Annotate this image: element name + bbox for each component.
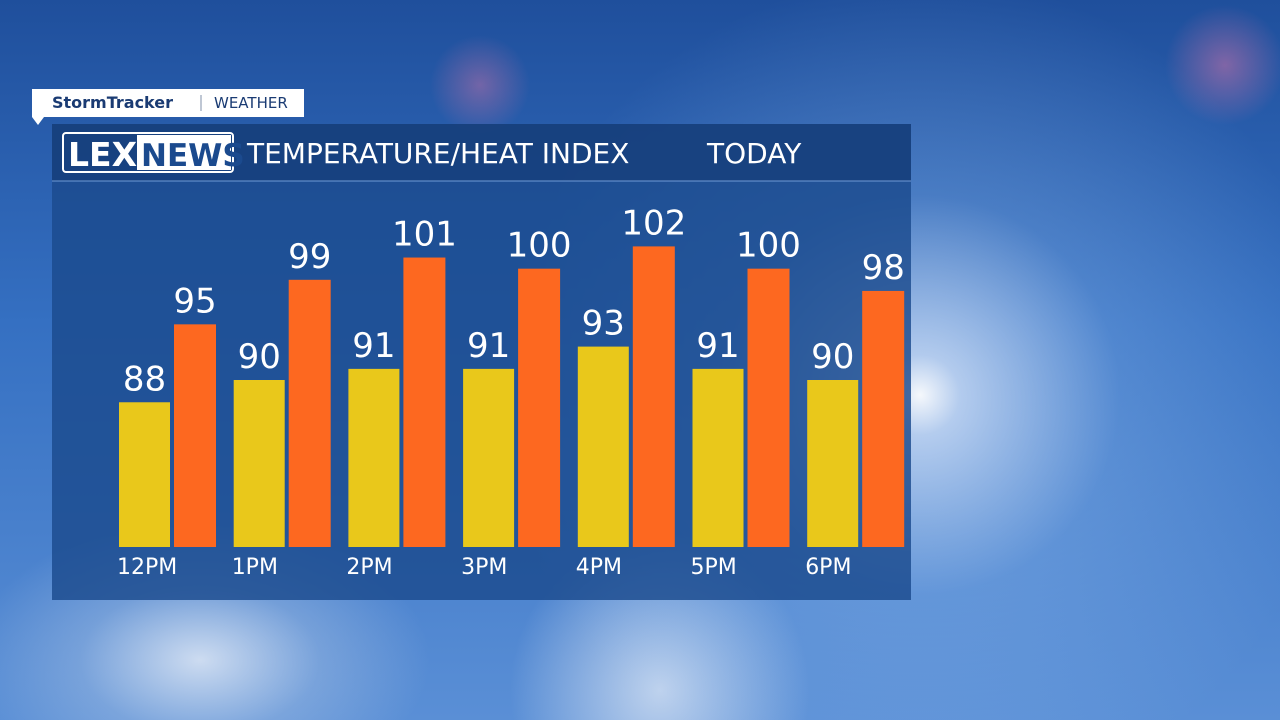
brand-stormtracker: StormTracker bbox=[52, 93, 173, 112]
brand-tag-tail bbox=[32, 117, 44, 125]
x-tick-label: 3PM bbox=[461, 555, 507, 580]
value-label: 100 bbox=[736, 226, 801, 266]
value-label: 95 bbox=[173, 281, 216, 321]
bar bbox=[577, 346, 629, 547]
bar bbox=[288, 279, 331, 547]
bar bbox=[348, 368, 400, 547]
bar bbox=[233, 380, 285, 547]
bar bbox=[807, 380, 859, 547]
x-tick-label: 12PM bbox=[117, 555, 177, 580]
value-label: 90 bbox=[238, 337, 281, 377]
brand-weather: WEATHER bbox=[214, 94, 288, 112]
x-tick-label: 4PM bbox=[576, 555, 622, 580]
value-label: 88 bbox=[123, 359, 166, 399]
bar bbox=[692, 368, 744, 547]
logo-box bbox=[62, 132, 234, 173]
brand-tag bbox=[32, 89, 304, 117]
chart-subtitle: TODAY bbox=[706, 137, 802, 170]
x-tick-label: 1PM bbox=[232, 555, 278, 580]
bar bbox=[518, 268, 561, 547]
value-label: 91 bbox=[696, 326, 739, 366]
value-label: 98 bbox=[862, 248, 905, 288]
value-label: 102 bbox=[621, 203, 686, 243]
bar bbox=[862, 290, 905, 547]
bar bbox=[119, 402, 170, 547]
x-tick-label: 6PM bbox=[805, 555, 851, 580]
bar bbox=[747, 268, 790, 547]
x-tick-label: 2PM bbox=[346, 555, 392, 580]
bar bbox=[403, 257, 446, 547]
logo-news: NEWS bbox=[141, 138, 245, 174]
value-label: 90 bbox=[811, 337, 854, 377]
chart-title: TEMPERATURE/HEAT INDEX bbox=[246, 137, 629, 170]
bar bbox=[463, 368, 515, 547]
x-tick-label: 5PM bbox=[691, 555, 737, 580]
logo-lex: LEX bbox=[68, 135, 137, 174]
value-label: 91 bbox=[467, 326, 510, 366]
value-label: 93 bbox=[582, 304, 625, 344]
logo-news-bg bbox=[137, 135, 231, 170]
value-label: 91 bbox=[352, 326, 395, 366]
bar bbox=[632, 246, 675, 547]
value-label: 99 bbox=[288, 237, 331, 277]
value-label: 100 bbox=[507, 226, 572, 266]
value-label: 101 bbox=[392, 215, 457, 255]
bar bbox=[174, 324, 216, 547]
